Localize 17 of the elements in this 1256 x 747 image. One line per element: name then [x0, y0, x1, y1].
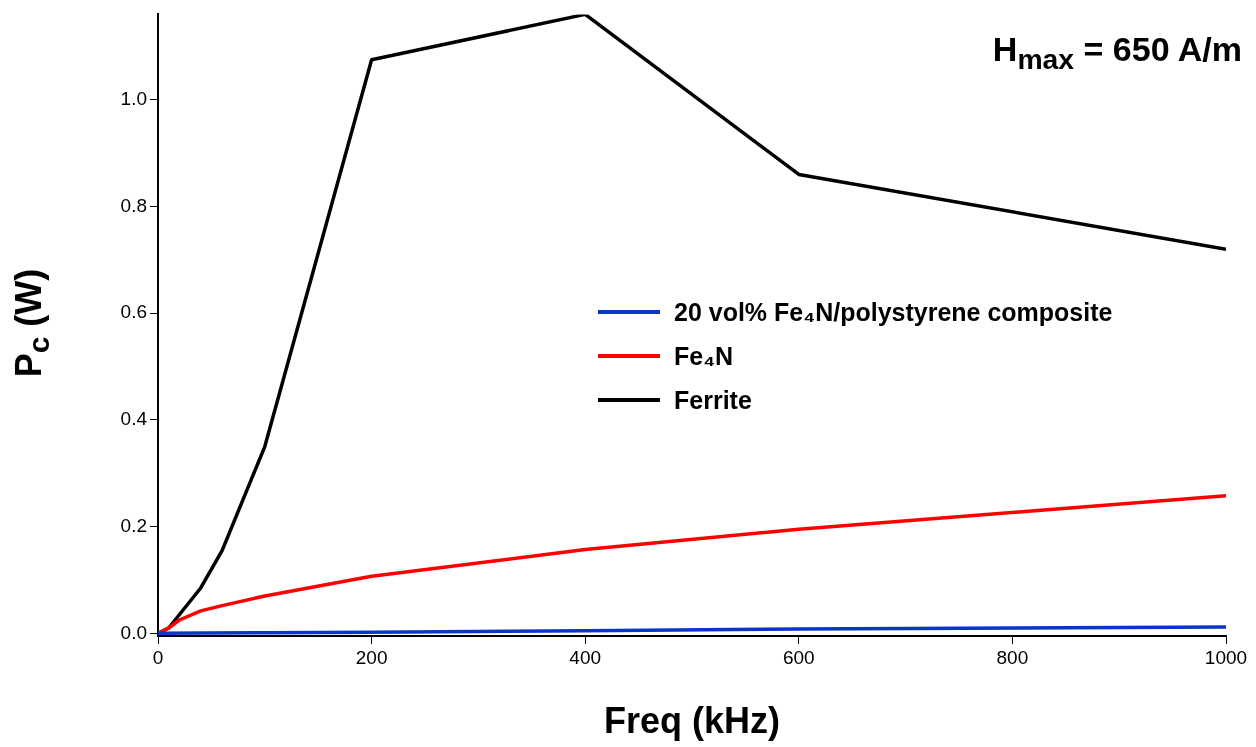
x-tick-label: 200 [355, 646, 388, 668]
y-tick-label: 0.0 [120, 621, 147, 643]
y-tick-label: 0.2 [120, 514, 147, 536]
x-tick-label: 1000 [1204, 646, 1248, 668]
legend-label: Ferrite [674, 385, 752, 415]
x-tick-label: 600 [782, 646, 815, 668]
x-tick-label: 800 [996, 646, 1029, 668]
y-tick-label: 0.8 [120, 194, 147, 216]
x-axis-title: Freq (kHz) [603, 700, 781, 742]
x-tick-label: 0 [152, 646, 164, 668]
x-tick-label: 400 [569, 646, 602, 668]
y-tick-label: 1.0 [120, 88, 147, 109]
annotation: H$_{max}$ = 650 A/m [992, 30, 1242, 76]
legend-label: 20 vol% Fe₄N/polystyrene composite [674, 297, 1113, 327]
y-tick-label: 0.4 [120, 408, 148, 430]
y-tick-label: 0.6 [120, 301, 147, 323]
legend-label: Fe₄N [674, 341, 734, 371]
